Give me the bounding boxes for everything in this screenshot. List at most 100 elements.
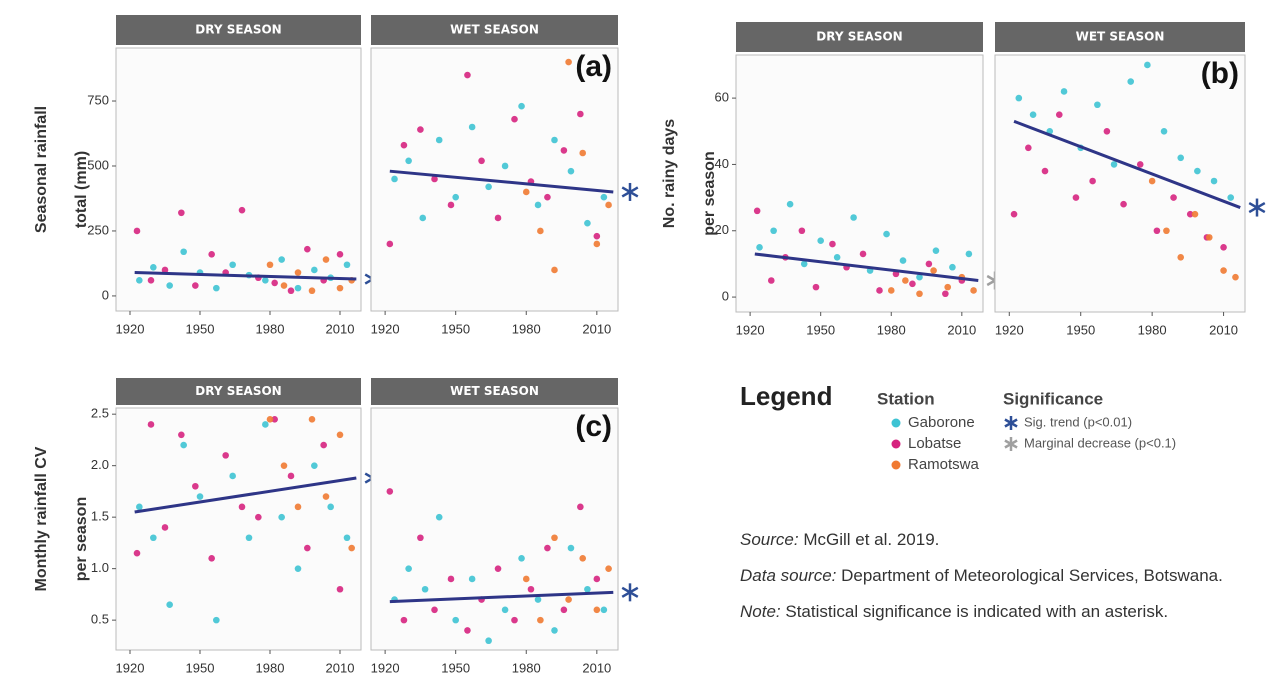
data-point	[447, 201, 455, 209]
note-label: Note:	[740, 602, 781, 621]
data-point	[1220, 244, 1227, 251]
data-point	[537, 227, 544, 235]
data-point	[534, 201, 542, 209]
x-tick-label: 2010	[582, 660, 611, 675]
data-point	[1089, 177, 1096, 185]
data-point	[308, 416, 316, 423]
data-point	[1060, 88, 1068, 95]
x-tick-label: 1980	[512, 321, 541, 336]
y-tick-label: 2.5	[91, 406, 109, 421]
data-point	[343, 534, 351, 542]
data-point	[435, 136, 443, 144]
y-tick-label: 1.0	[91, 560, 109, 575]
y-tick-label: 1.5	[91, 509, 109, 524]
data-point	[567, 544, 575, 552]
data-point	[605, 201, 612, 209]
data-point	[348, 544, 355, 552]
data-point	[876, 287, 883, 294]
data-point	[511, 115, 518, 123]
data-point	[1029, 111, 1037, 118]
y-tick-label: 500	[87, 157, 109, 172]
y-axis-label: Seasonal rainfall	[33, 106, 50, 233]
data-point	[537, 616, 544, 624]
data-point	[1010, 210, 1018, 218]
significance-asterisk	[621, 583, 639, 602]
data-point	[1015, 94, 1023, 102]
data-point	[222, 452, 229, 459]
y-tick-label: 0.5	[91, 612, 109, 627]
data-point	[1177, 154, 1185, 162]
asterisk-stroke	[1004, 439, 1018, 449]
data-point	[431, 175, 438, 183]
data-point	[518, 102, 525, 110]
data-point	[178, 209, 185, 217]
asterisk-stroke	[621, 186, 639, 198]
data-point	[902, 277, 909, 284]
data-point	[577, 503, 584, 511]
x-tick-label: 1920	[371, 321, 400, 336]
data-point	[501, 162, 509, 170]
data-point	[421, 585, 429, 593]
x-tick-label: 1980	[256, 321, 285, 336]
data-point	[280, 462, 288, 469]
data-point	[1103, 127, 1111, 135]
x-tick-label: 1920	[995, 322, 1024, 337]
data-point	[551, 266, 558, 274]
trend-line	[389, 590, 614, 604]
y-tick-label: 40	[715, 156, 729, 171]
data-point	[1191, 210, 1199, 218]
note-label: Data source:	[740, 566, 837, 585]
data-point	[238, 503, 246, 511]
data-point	[965, 250, 973, 258]
legend-swatch	[891, 439, 901, 449]
data-point	[1025, 144, 1032, 152]
note: Source: McGill et al. 2019.	[740, 528, 1260, 552]
y-axis-label: total (mm)	[73, 151, 90, 228]
x-tick-label: 1980	[1138, 322, 1167, 337]
data-point	[147, 277, 155, 284]
data-point	[336, 585, 344, 593]
data-point	[452, 616, 459, 624]
data-point	[522, 188, 530, 196]
x-tick-label: 1950	[806, 322, 835, 337]
note-text: Statistical significance is indicated wi…	[785, 602, 1169, 621]
data-point	[518, 555, 525, 562]
trend-line	[754, 252, 979, 282]
trend-line	[134, 271, 357, 281]
legend-station-title: Station	[877, 389, 935, 408]
y-axis-label: per season	[73, 497, 90, 581]
legend-label: Gaborone	[908, 414, 975, 431]
data-point	[271, 416, 278, 423]
data-point	[1163, 227, 1170, 235]
data-point	[213, 616, 220, 624]
strip-title: WET SEASON	[450, 23, 539, 37]
data-point	[150, 264, 157, 271]
plot-area	[115, 47, 362, 312]
data-point	[213, 284, 220, 292]
legend-label: Sig. trend (p<0.01)	[1024, 414, 1132, 429]
data-point	[322, 493, 330, 500]
data-point	[593, 240, 601, 248]
data-point	[522, 575, 530, 583]
x-tick-label: 1950	[186, 321, 215, 336]
data-point	[419, 214, 427, 222]
data-point	[1127, 78, 1135, 85]
data-point	[833, 253, 841, 261]
data-point	[147, 421, 155, 428]
asterisk-stroke	[1004, 418, 1018, 428]
data-point	[577, 110, 584, 118]
data-point	[1170, 194, 1177, 201]
data-point	[551, 627, 558, 634]
x-tick-label: 1920	[116, 660, 145, 675]
data-point	[494, 214, 502, 222]
data-point	[565, 596, 572, 603]
legend-label: Lobatse	[908, 435, 961, 452]
data-point	[400, 616, 408, 624]
y-axis-label: No. rainy days	[661, 119, 678, 228]
data-point	[1041, 167, 1049, 175]
data-point	[161, 524, 169, 531]
x-tick-label: 1950	[1066, 322, 1095, 337]
data-point	[916, 273, 923, 281]
x-tick-label: 1980	[877, 322, 906, 337]
